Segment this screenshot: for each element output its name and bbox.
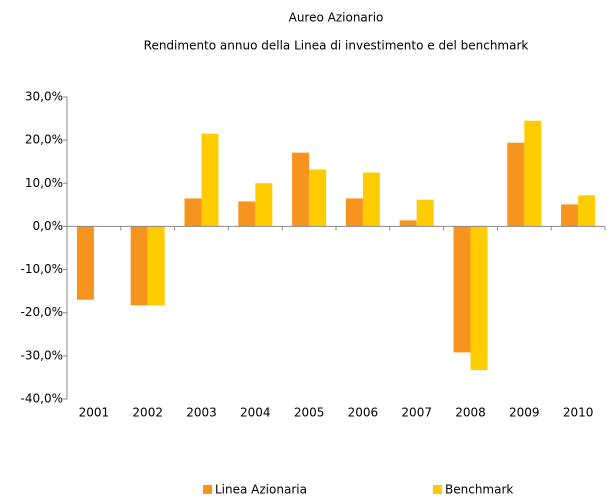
y-tick-label: -40,0% [21, 392, 63, 406]
bar [524, 120, 542, 227]
bar [399, 220, 417, 227]
x-tick-label: 2003 [186, 406, 217, 420]
chart-title: Aureo Azionario [289, 11, 384, 25]
bar [255, 183, 273, 227]
bar [362, 172, 380, 227]
bar [201, 133, 219, 227]
x-tick-label: 2010 [563, 406, 594, 420]
y-tick-label: 0,0% [33, 219, 64, 233]
bar [76, 226, 94, 300]
legend-swatch [203, 485, 212, 494]
y-tick-label: -20,0% [21, 305, 63, 319]
bar [507, 142, 525, 227]
x-tick-label: 2007 [401, 406, 432, 420]
bar [147, 226, 165, 306]
bar [561, 204, 579, 227]
x-tick-label: 2002 [132, 406, 163, 420]
x-tick-label: 2005 [294, 406, 325, 420]
legend-swatch [433, 485, 442, 494]
bar [416, 199, 434, 227]
bar [130, 226, 148, 306]
bar [453, 226, 471, 353]
y-tick-label: 20,0% [25, 133, 63, 147]
bar [292, 152, 310, 227]
bar [309, 169, 327, 227]
bar [184, 198, 202, 227]
x-tick-label: 2004 [240, 406, 271, 420]
x-tick-label: 2009 [509, 406, 540, 420]
legend-label: Linea Azionaria [215, 483, 307, 497]
bar [470, 226, 488, 371]
y-tick-label: 10,0% [25, 176, 63, 190]
legend-label: Benchmark [445, 483, 513, 497]
x-tick-label: 2006 [348, 406, 379, 420]
y-tick-label: -30,0% [21, 348, 63, 362]
x-tick-label: 2001 [79, 406, 110, 420]
chart-subtitle: Rendimento annuo della Linea di investim… [144, 39, 529, 53]
bar [238, 201, 256, 227]
x-tick-label: 2008 [455, 406, 486, 420]
bar [345, 198, 363, 227]
y-tick-label: -10,0% [21, 262, 63, 276]
y-tick-label: 30,0% [25, 90, 63, 104]
bar [578, 195, 596, 227]
